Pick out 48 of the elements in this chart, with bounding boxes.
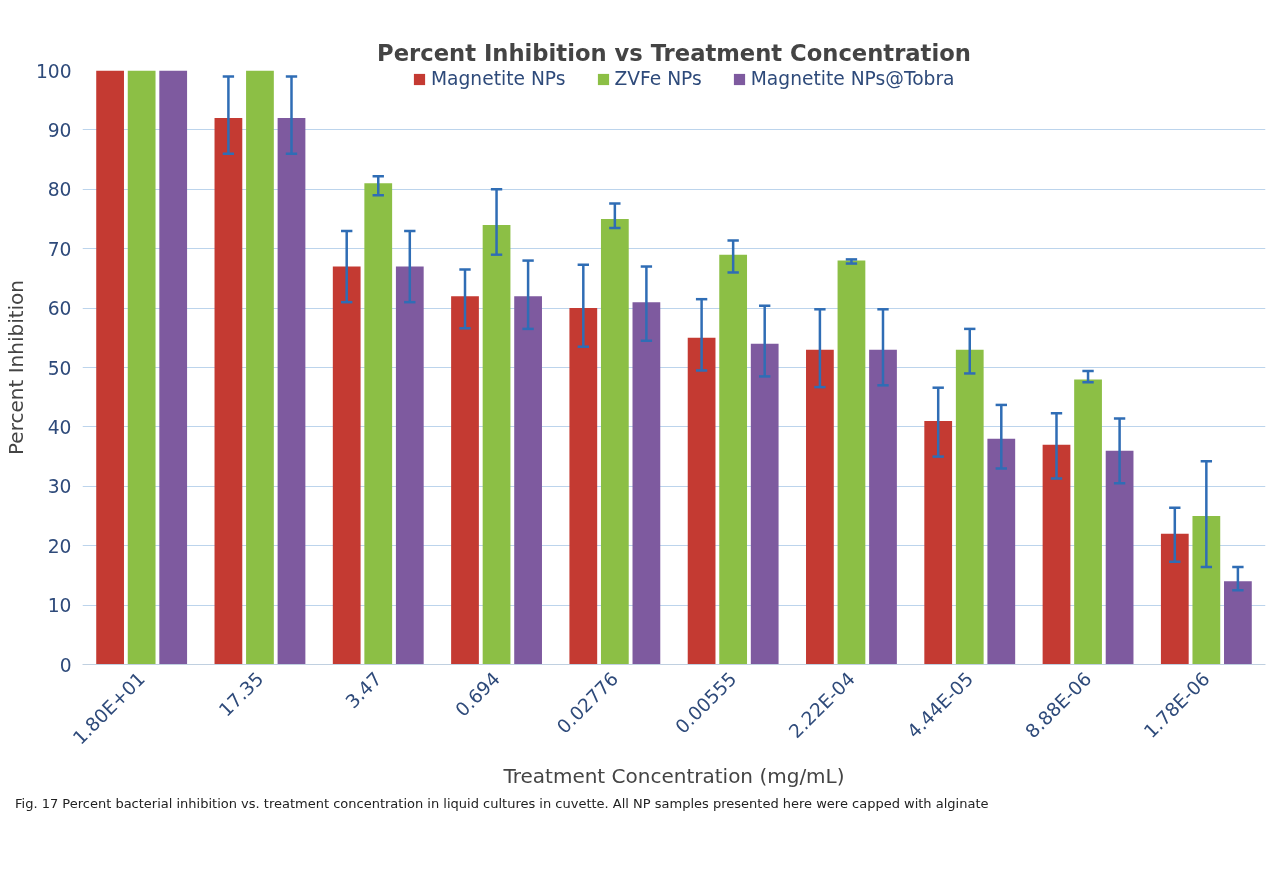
y-tick-label: 40 bbox=[47, 416, 72, 438]
bar bbox=[750, 343, 779, 665]
bar bbox=[395, 266, 424, 665]
bar bbox=[127, 70, 156, 665]
bar bbox=[1160, 533, 1189, 665]
y-tick-label: 50 bbox=[47, 357, 72, 379]
bar bbox=[246, 70, 274, 665]
legend-label: Magnetite NPs bbox=[431, 69, 566, 89]
legend-label: Magnetite NPs@Tobra bbox=[750, 69, 955, 89]
y-tick-label: 90 bbox=[47, 119, 72, 141]
bar bbox=[687, 337, 716, 665]
bar bbox=[159, 70, 188, 665]
x-axis-title: Treatment Concentration (mg/mL) bbox=[502, 763, 845, 788]
bar bbox=[600, 219, 629, 665]
bar bbox=[1192, 516, 1221, 665]
bar bbox=[924, 420, 953, 665]
y-tick-label: 100 bbox=[35, 60, 72, 82]
bar bbox=[1224, 581, 1252, 665]
bar bbox=[1105, 450, 1134, 665]
bar bbox=[955, 349, 984, 665]
bar bbox=[214, 118, 243, 665]
bar bbox=[806, 349, 834, 665]
bar bbox=[1042, 444, 1071, 665]
legend-label: ZVFe NPs bbox=[614, 69, 702, 89]
bar bbox=[482, 224, 511, 665]
y-tick-label: 30 bbox=[47, 476, 72, 498]
bar bbox=[632, 302, 661, 665]
bar bbox=[277, 118, 306, 665]
bar bbox=[719, 254, 748, 665]
bar bbox=[569, 308, 598, 665]
bar bbox=[514, 296, 542, 665]
chart-title: Percent Inhibition vs Treatment Concentration bbox=[377, 39, 971, 66]
caption: Fig. 17 Percent bacterial inhibition vs. treatment concentration in liquid cultures in cuvette. All NP samples presented here were capped with alginate bbox=[15, 795, 989, 813]
y-tick-label: 80 bbox=[47, 179, 72, 201]
bar bbox=[332, 266, 361, 665]
y-tick-label: 20 bbox=[47, 535, 72, 557]
bar bbox=[96, 70, 124, 665]
bar bbox=[451, 296, 479, 665]
bar bbox=[869, 349, 897, 665]
bar bbox=[837, 260, 866, 665]
y-tick-label: 0 bbox=[59, 654, 72, 676]
bar bbox=[1074, 379, 1102, 665]
y-tick-label: 70 bbox=[47, 238, 72, 260]
y-tick-label: 10 bbox=[47, 595, 72, 617]
y-tick-label: 60 bbox=[47, 298, 72, 320]
bar bbox=[364, 183, 393, 665]
y-axis-title: Percent Inhibition bbox=[3, 280, 28, 455]
bar bbox=[987, 438, 1016, 665]
